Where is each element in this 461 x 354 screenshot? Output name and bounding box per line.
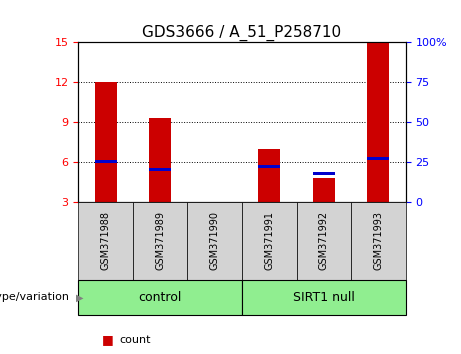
Bar [149, 169, 171, 171]
Text: GSM371992: GSM371992 [319, 211, 329, 270]
Title: GDS3666 / A_51_P258710: GDS3666 / A_51_P258710 [142, 25, 342, 41]
Text: GSM371991: GSM371991 [264, 211, 274, 270]
Text: ▶: ▶ [76, 292, 83, 302]
Bar [95, 160, 117, 164]
Text: genotype/variation: genotype/variation [0, 292, 69, 302]
Bar [258, 165, 280, 168]
Text: GSM371993: GSM371993 [373, 211, 384, 270]
Bar [313, 172, 335, 175]
Text: GSM371989: GSM371989 [155, 211, 165, 270]
Text: control: control [138, 291, 182, 304]
Text: GSM371990: GSM371990 [210, 211, 220, 270]
Text: count: count [120, 335, 151, 345]
Bar [95, 82, 117, 202]
Text: SIRT1 null: SIRT1 null [293, 291, 355, 304]
Text: ■: ■ [101, 333, 113, 346]
Bar [149, 118, 171, 202]
Text: GSM371988: GSM371988 [100, 211, 111, 270]
Bar [313, 178, 335, 202]
Bar [258, 149, 280, 202]
Bar [367, 157, 389, 160]
Bar [367, 42, 389, 202]
